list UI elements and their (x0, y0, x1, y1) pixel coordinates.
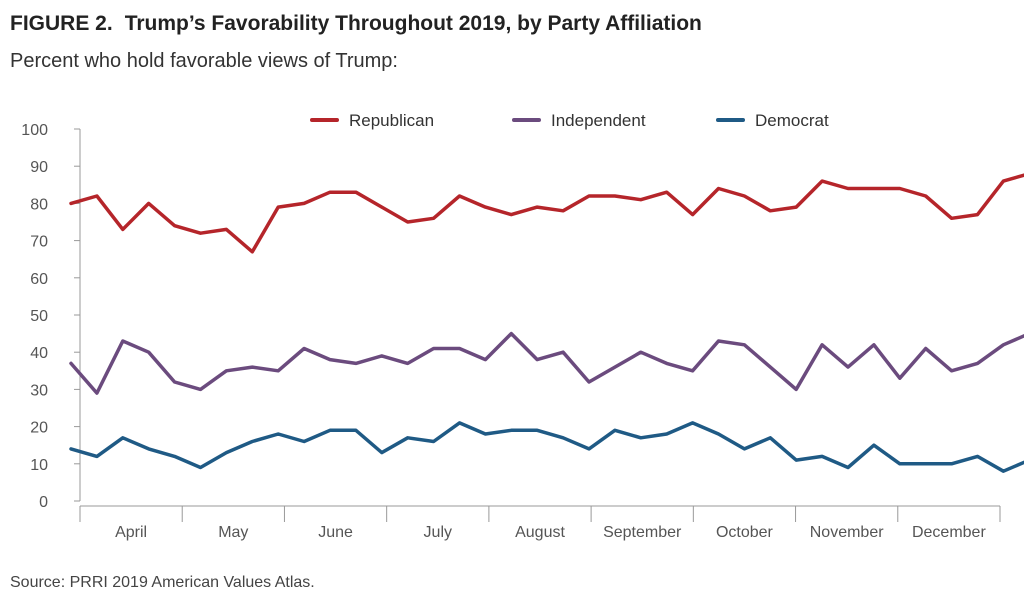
figure-number: FIGURE 2. (10, 12, 113, 35)
y-tick-label: 70 (30, 234, 48, 251)
series-line-republican (69, 173, 1024, 254)
y-axis: 0 10 20 30 40 50 60 70 80 90 100 (21, 122, 81, 511)
x-tick-label: August (515, 524, 565, 541)
figure-title-text: Trump’s Favorability Throughout 2019, by… (124, 12, 702, 35)
x-tick-label: July (424, 524, 452, 541)
figure-subtitle: Percent who hold favorable views of Trum… (10, 50, 398, 72)
source-note: Source: PRRI 2019 American Values Atlas. (10, 574, 315, 591)
y-tick-label: 60 (30, 271, 48, 288)
y-tick-label: 100 (21, 122, 48, 139)
x-tick-label: October (716, 524, 774, 541)
x-tick-label: May (218, 524, 248, 541)
figure-title: FIGURE 2. Trump’s Favorability Throughout… (10, 12, 702, 36)
x-tick-label: June (318, 524, 353, 541)
series-line-democrat (69, 421, 1024, 473)
x-tick-label: September (603, 524, 682, 541)
series-layer (69, 173, 1024, 473)
y-tick-label: 40 (30, 345, 48, 362)
x-tick-label: April (115, 524, 147, 541)
y-tick-label: 10 (30, 457, 48, 474)
legend-label-democrat: Democrat (755, 111, 829, 130)
legend-label-independent: Independent (551, 111, 646, 130)
y-tick-label: 0 (39, 494, 48, 511)
series-line-independent (69, 331, 1024, 395)
legend-label-republican: Republican (349, 111, 434, 130)
legend: Republican Independent Democrat (310, 111, 829, 130)
x-axis: April May June July August September October No… (79, 505, 1001, 541)
x-tick-label: December (912, 524, 986, 541)
y-tick-label: 80 (30, 196, 48, 213)
y-tick-label: 30 (30, 382, 48, 399)
y-tick-label: 50 (30, 308, 48, 325)
y-tick-label: 20 (30, 420, 48, 437)
x-tick-label: November (810, 524, 884, 541)
y-tick-label: 90 (30, 159, 48, 176)
